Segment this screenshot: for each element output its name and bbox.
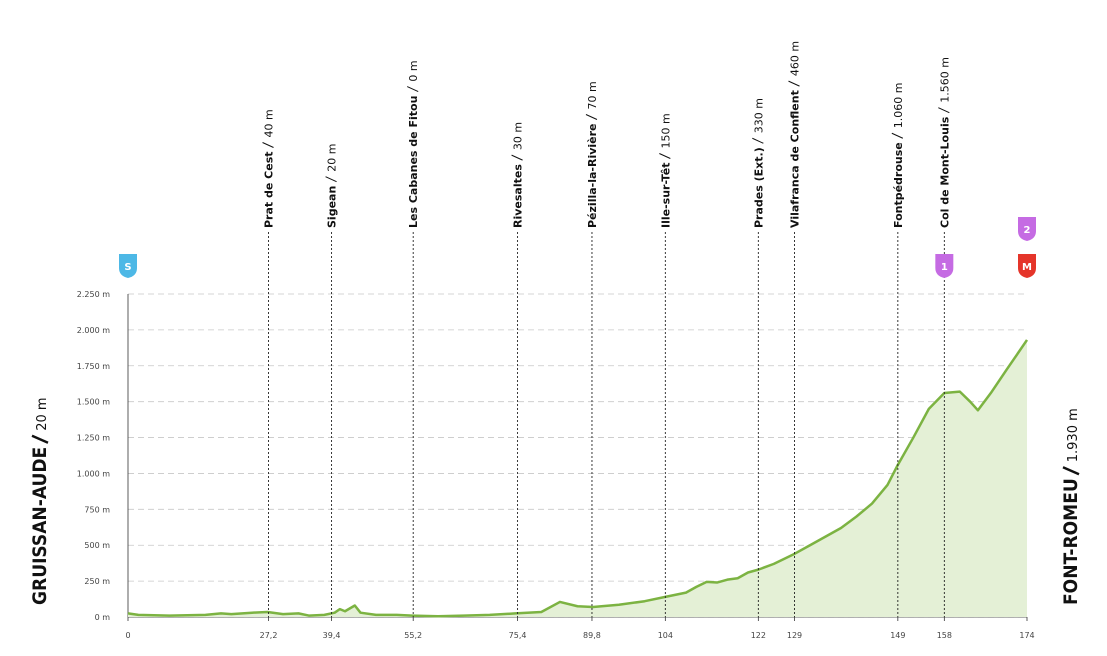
waypoint-altitude: 0 m bbox=[407, 60, 420, 81]
separator bbox=[325, 176, 337, 183]
waypoint-label: Prades (Ext.) 330 m bbox=[752, 98, 765, 228]
badge-label: M bbox=[1022, 262, 1032, 273]
badge-label: 2 bbox=[1024, 225, 1031, 236]
start-text: GRUISSAN-AUDE 20 m bbox=[29, 397, 51, 605]
x-tick-label: 0 bbox=[125, 631, 130, 640]
waypoint-text: Fontpédrouse 1.060 m bbox=[892, 83, 905, 228]
waypoint-altitude: 1.060 m bbox=[892, 83, 905, 129]
waypoint-label: Prat de Cest 40 m bbox=[262, 109, 276, 228]
waypoint-name: Col de Mont-Louis bbox=[938, 116, 951, 228]
waypoint-altitude: 20 m bbox=[326, 144, 339, 172]
y-tick-label: 750 m bbox=[84, 505, 110, 514]
waypoint-text: Rivesaltes 30 m bbox=[512, 122, 525, 228]
separator bbox=[659, 153, 671, 159]
profile-area bbox=[128, 339, 1027, 617]
x-tick-label: 158 bbox=[937, 631, 952, 640]
finish-name: FONT-ROMEU bbox=[1060, 478, 1082, 605]
separator bbox=[585, 114, 598, 120]
waypoint-label: Ille-sur-Têt 150 m bbox=[659, 113, 672, 228]
x-tick-label: 39,4 bbox=[323, 631, 341, 640]
badge bbox=[1018, 254, 1036, 278]
badge bbox=[935, 254, 954, 278]
y-tick-label: 2.250 m bbox=[77, 290, 110, 299]
waypoint-name: Vilafranca de Conflent bbox=[789, 90, 802, 228]
waypoint-label: Fontpédrouse 1.060 m bbox=[891, 83, 905, 228]
start-name: GRUISSAN-AUDE bbox=[29, 447, 51, 605]
separator bbox=[262, 142, 274, 148]
x-tick-label: 27,2 bbox=[260, 631, 278, 640]
waypoint-label: Vilafranca de Conflent 460 m bbox=[788, 41, 802, 228]
waypoint-text: Col de Mont-Louis 1.560 m bbox=[938, 57, 951, 228]
badge-label: S bbox=[124, 262, 131, 273]
waypoint-name: Sigean bbox=[326, 186, 339, 228]
finish-label: FONT-ROMEU 1.930 m bbox=[1060, 408, 1082, 605]
y-tick-label: 1.750 m bbox=[77, 362, 110, 371]
x-tick-label: 55,2 bbox=[404, 631, 422, 640]
separator bbox=[891, 132, 904, 139]
waypoint-name: Prat de Cest bbox=[263, 151, 276, 228]
waypoint-altitude: 150 m bbox=[659, 113, 672, 148]
badge-label: 1 bbox=[941, 262, 948, 273]
x-tick-label: 104 bbox=[658, 631, 673, 640]
waypoint-name: Les Cabanes de Fitou bbox=[407, 96, 420, 228]
separator bbox=[406, 86, 419, 93]
waypoint-label: Sigean 20 m bbox=[325, 144, 339, 229]
waypoint-name: Fontpédrouse bbox=[892, 142, 905, 228]
x-tick-label: 75,4 bbox=[509, 631, 527, 640]
waypoint-label: Rivesaltes 30 m bbox=[511, 122, 525, 228]
waypoint-altitude: 30 m bbox=[512, 122, 525, 150]
y-tick-label: 1.500 m bbox=[77, 398, 110, 407]
y-tick-label: 1.250 m bbox=[77, 434, 110, 443]
badge bbox=[1018, 217, 1036, 241]
x-tick-label: 174 bbox=[1019, 631, 1034, 640]
y-tick-label: 2.000 m bbox=[77, 326, 110, 335]
x-tick-label: 149 bbox=[890, 631, 905, 640]
waypoint-text: Prat de Cest 40 m bbox=[263, 109, 276, 228]
waypoint-text: Les Cabanes de Fitou 0 m bbox=[407, 60, 420, 228]
y-tick-label: 1.000 m bbox=[77, 469, 110, 478]
waypoint-altitude: 40 m bbox=[263, 109, 276, 137]
y-tick-label: 250 m bbox=[84, 577, 110, 586]
x-tick-label: 122 bbox=[751, 631, 766, 640]
waypoint-label: Pézilla-la-Rivière 70 m bbox=[585, 81, 599, 228]
badge bbox=[119, 254, 137, 278]
waypoint-name: Pézilla-la-Rivière bbox=[586, 123, 599, 228]
finish-text: FONT-ROMEU 1.930 m bbox=[1060, 408, 1082, 605]
waypoint-text: Sigean 20 m bbox=[326, 144, 339, 229]
separator bbox=[1062, 466, 1080, 476]
waypoint-label: Col de Mont-Louis 1.560 m bbox=[938, 57, 951, 228]
y-tick-label: 500 m bbox=[84, 541, 110, 550]
waypoint-name: Rivesaltes bbox=[512, 164, 525, 228]
waypoint-text: Pézilla-la-Rivière 70 m bbox=[586, 81, 599, 228]
separator bbox=[752, 137, 764, 144]
waypoint-label: Les Cabanes de Fitou 0 m bbox=[406, 60, 420, 228]
separator bbox=[511, 154, 523, 161]
separator bbox=[31, 434, 49, 444]
waypoint-name: Ille-sur-Têt bbox=[659, 163, 672, 229]
waypoint-text: Ille-sur-Têt 150 m bbox=[659, 113, 672, 228]
waypoint-text: Prades (Ext.) 330 m bbox=[752, 98, 765, 228]
waypoint-altitude: 70 m bbox=[586, 81, 599, 109]
x-tick-label: 89,8 bbox=[583, 631, 601, 640]
separator bbox=[788, 80, 800, 87]
x-tick-label: 129 bbox=[787, 631, 802, 640]
waypoint-text: Vilafranca de Conflent 460 m bbox=[789, 41, 802, 228]
start-label: GRUISSAN-AUDE 20 m bbox=[29, 397, 51, 605]
separator bbox=[938, 107, 950, 114]
y-tick-label: 0 m bbox=[95, 613, 111, 622]
waypoint-altitude: 1.560 m bbox=[938, 57, 951, 103]
profile-line bbox=[127, 339, 1029, 618]
waypoint-name: Prades (Ext.) bbox=[752, 147, 765, 228]
waypoint-altitude: 330 m bbox=[752, 98, 765, 133]
finish-altitude: 1.930 m bbox=[1066, 408, 1081, 462]
start-altitude: 20 m bbox=[35, 397, 50, 430]
waypoint-altitude: 460 m bbox=[789, 41, 802, 76]
